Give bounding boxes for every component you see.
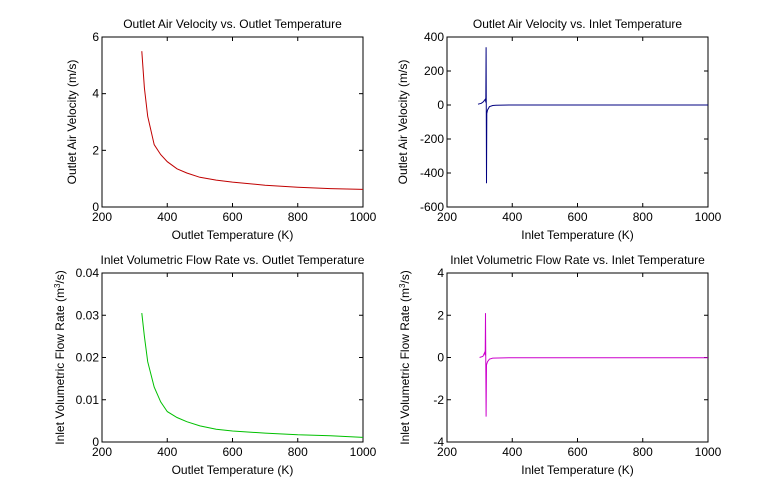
x-tick-label: 1000 xyxy=(350,445,377,459)
chart-title: Outlet Air Velocity vs. Inlet Temperatur… xyxy=(473,17,683,31)
x-tick-label: 400 xyxy=(502,445,522,459)
x-tick-label: 800 xyxy=(633,210,653,224)
chart-title: Inlet Volumetric Flow Rate vs. Outlet Te… xyxy=(101,253,365,267)
y-tick-label: 2 xyxy=(437,308,444,322)
x-axis-label: Outlet Temperature (K) xyxy=(172,228,294,242)
y-tick-label: -400 xyxy=(420,166,444,180)
y-tick-label: 200 xyxy=(424,64,444,78)
subplot-2: 200 400 600 800 1000 -600 -400 -200 0 200 400 Outle… xyxy=(396,17,722,242)
x-axis-label: Outlet Temperature (K) xyxy=(172,463,294,477)
x-tick-label: 600 xyxy=(222,445,242,459)
x-tick-label: 400 xyxy=(502,210,522,224)
x-tick-label: 600 xyxy=(567,445,587,459)
y-axis-label: Outlet Air Velocity (m/s) xyxy=(65,60,79,185)
y-axis-label: Outlet Air Velocity (m/s) xyxy=(396,60,410,185)
x-tick-label: 800 xyxy=(633,445,653,459)
y-tick-label: 0 xyxy=(92,200,99,214)
x-axis-label: Inlet Temperature (K) xyxy=(521,228,634,242)
x-tick-label: 200 xyxy=(92,445,112,459)
chart-title: Outlet Air Velocity vs. Outlet Temperatu… xyxy=(123,17,342,31)
x-tick-label: 800 xyxy=(288,445,308,459)
x-tick-label: 1000 xyxy=(695,210,722,224)
y-tick-label: 2 xyxy=(92,143,99,157)
y-tick-label: -600 xyxy=(420,200,444,214)
series-line-velocity xyxy=(477,47,708,184)
x-tick-label: 200 xyxy=(92,210,112,224)
x-tick-label: 600 xyxy=(567,210,587,224)
x-tick-label: 1000 xyxy=(350,210,377,224)
y-tick-label: -4 xyxy=(433,435,444,449)
y-tick-label: 6 xyxy=(92,30,99,44)
y-axis-label: Inlet Volumetric Flow Rate (m3/s) xyxy=(398,270,413,445)
y-tick-label: 0.03 xyxy=(76,308,100,322)
x-tick-label: 800 xyxy=(288,210,308,224)
y-tick-label: 0.01 xyxy=(76,393,100,407)
subplot-1: 200 400 600 800 1000 0 2 4 6 Outlet Air Velocity … xyxy=(65,17,377,242)
y-tick-label: 0 xyxy=(437,351,444,365)
y-tick-label: 0 xyxy=(437,98,444,112)
y-tick-label: 0.04 xyxy=(76,266,100,280)
series-line-velocity xyxy=(141,51,364,190)
x-tick-label: 200 xyxy=(437,445,457,459)
x-tick-label: 600 xyxy=(222,210,242,224)
x-axis-label: Inlet Temperature (K) xyxy=(521,463,634,477)
y-tick-label: 4 xyxy=(92,87,99,101)
y-tick-label: 0.02 xyxy=(76,351,100,365)
subplot-4: 200 400 600 800 1000 -4 -2 0 2 4 Inlet Volumetric … xyxy=(398,253,722,477)
series-line-flow xyxy=(141,313,364,438)
y-tick-label: -200 xyxy=(420,132,444,146)
y-tick-label: 4 xyxy=(437,266,444,280)
axes-box xyxy=(101,272,364,443)
chart-title: Inlet Volumetric Flow Rate vs. Inlet Tem… xyxy=(450,253,705,267)
series-line-flow xyxy=(479,313,708,417)
y-tick-label: 400 xyxy=(424,30,444,44)
y-tick-label: -2 xyxy=(433,393,444,407)
x-tick-label: 200 xyxy=(437,210,457,224)
axes-box xyxy=(101,36,364,208)
x-tick-label: 400 xyxy=(157,445,177,459)
x-tick-label: 400 xyxy=(157,210,177,224)
y-axis-label: Inlet Volumetric Flow Rate (m3/s) xyxy=(53,270,68,445)
y-tick-label: 0 xyxy=(92,435,99,449)
x-tick-label: 1000 xyxy=(695,445,722,459)
